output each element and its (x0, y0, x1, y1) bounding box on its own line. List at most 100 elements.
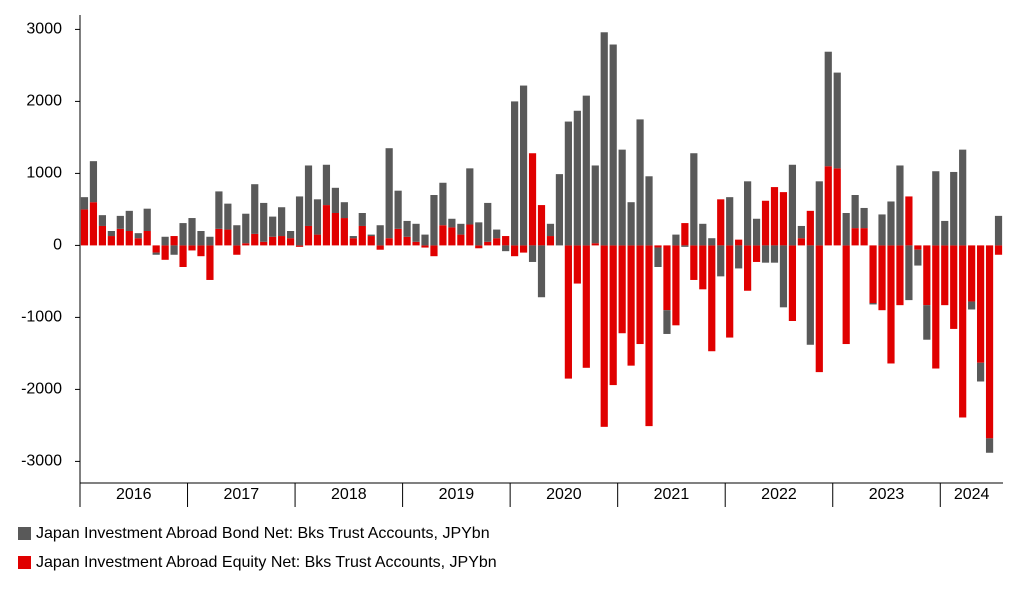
bar (439, 182, 447, 226)
bar (869, 245, 877, 303)
bar (815, 181, 823, 246)
bar (985, 438, 994, 453)
bar (779, 192, 788, 246)
bar (708, 238, 716, 246)
y-tick-label: 0 (53, 237, 62, 254)
bar (519, 245, 528, 253)
bar (932, 245, 940, 369)
bar (717, 245, 725, 277)
bar (528, 245, 537, 262)
bar (896, 165, 904, 246)
bar (815, 245, 823, 373)
bar (304, 225, 313, 246)
bar (278, 207, 286, 237)
bar (313, 199, 322, 235)
bar (994, 245, 1003, 255)
bar (994, 215, 1003, 246)
bar (959, 245, 967, 418)
bar (761, 245, 770, 263)
bar (493, 238, 501, 246)
bar (806, 245, 814, 345)
bar (215, 191, 223, 229)
x-tick-label: 2016 (116, 486, 152, 503)
bar (564, 121, 572, 246)
bar (681, 245, 689, 247)
bar (824, 166, 832, 246)
bar (358, 225, 366, 246)
bar (457, 234, 465, 246)
bar (627, 202, 635, 246)
bar (699, 245, 707, 290)
bar (125, 231, 133, 246)
bar (394, 190, 402, 229)
bar (143, 231, 151, 246)
x-tick-label: 2017 (224, 486, 260, 503)
bar (511, 245, 519, 257)
bar (976, 362, 985, 382)
bar (645, 176, 653, 246)
bar (797, 225, 805, 239)
legend-swatch (18, 527, 31, 540)
bar (412, 241, 420, 246)
bar (735, 239, 743, 246)
bar (98, 215, 107, 226)
bar (779, 245, 788, 308)
bar (564, 245, 572, 379)
bar (618, 149, 626, 246)
bar (672, 245, 680, 326)
bar (797, 238, 805, 246)
bar (206, 236, 214, 246)
bar (573, 245, 581, 284)
bar (923, 245, 931, 306)
bar (224, 229, 232, 246)
bar (878, 214, 886, 246)
bar (197, 231, 205, 246)
bar (448, 227, 456, 246)
y-tick-label: 2000 (26, 93, 62, 110)
bar (761, 200, 770, 246)
bar (519, 85, 528, 246)
bar (376, 245, 384, 250)
bar (959, 149, 967, 246)
bar (152, 252, 160, 255)
bar (528, 153, 537, 246)
legend-swatch (18, 556, 31, 569)
bar (466, 168, 474, 225)
bar (842, 245, 850, 345)
bar (591, 165, 599, 244)
bar (161, 236, 169, 246)
bar (752, 245, 761, 262)
bar (672, 234, 680, 246)
bar (385, 148, 393, 239)
bar (206, 245, 214, 280)
bar (752, 218, 761, 246)
bar (295, 245, 304, 247)
bar (430, 195, 438, 246)
bar (600, 245, 608, 427)
bar (663, 245, 671, 311)
bar (116, 228, 124, 246)
bar (286, 238, 295, 246)
bar (224, 203, 232, 230)
bar (421, 245, 429, 248)
bar (806, 210, 814, 246)
bar (914, 245, 922, 250)
bar (591, 243, 599, 246)
bar (735, 245, 743, 269)
y-tick-label: -1000 (21, 309, 62, 326)
bar (466, 224, 474, 246)
bar (233, 245, 241, 255)
bar (968, 301, 976, 310)
bar (322, 205, 331, 246)
bar (609, 44, 617, 246)
bar (663, 310, 671, 334)
bar (833, 72, 841, 169)
bar (116, 215, 124, 229)
bar (869, 303, 877, 305)
bar (726, 245, 734, 338)
bar (537, 245, 546, 298)
x-tick-label: 2019 (439, 486, 475, 503)
bar (582, 245, 590, 368)
y-tick-label: 3000 (26, 21, 62, 38)
